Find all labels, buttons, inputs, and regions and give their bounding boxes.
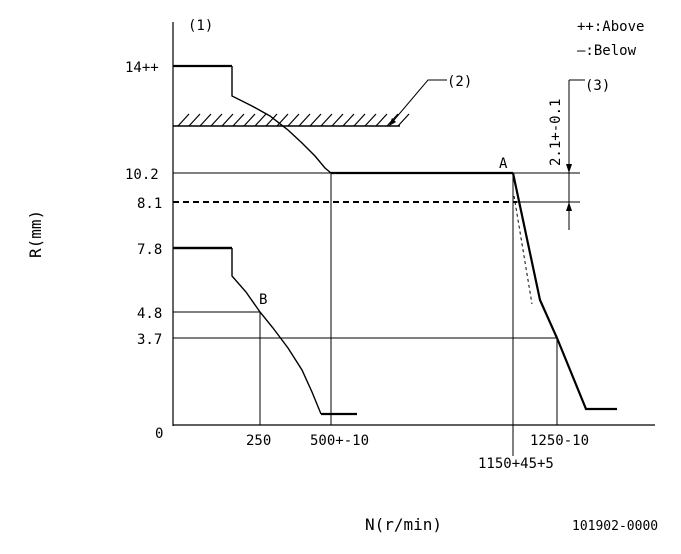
hatch-mark bbox=[298, 113, 311, 127]
hatch-mark bbox=[375, 113, 388, 127]
y-tick-3-7: 3.7 bbox=[137, 332, 162, 348]
y-tick-10-2: 10.2 bbox=[125, 167, 159, 183]
hatch-mark bbox=[276, 113, 289, 127]
hatch-mark bbox=[287, 113, 300, 127]
dim-arrow-up bbox=[566, 202, 572, 211]
hatch-mark bbox=[342, 113, 355, 127]
hatch-mark bbox=[188, 113, 201, 127]
x-axis-title: N(r/min) bbox=[365, 515, 442, 534]
hatch-mark bbox=[397, 113, 410, 127]
hatch-mark bbox=[309, 113, 322, 127]
figure-code: 101902-0000 bbox=[572, 519, 658, 534]
x-tick-1250: 1250-10 bbox=[530, 433, 589, 449]
y-tick-14: 14++ bbox=[125, 60, 159, 76]
marker-2: (2) bbox=[447, 74, 472, 90]
hatch-mark bbox=[353, 113, 366, 127]
point-b-label: B bbox=[259, 292, 267, 308]
dim-arrow-down bbox=[566, 164, 572, 173]
hatch-mark bbox=[254, 113, 267, 127]
hatch-mark bbox=[364, 113, 377, 127]
hatch-mark bbox=[210, 113, 223, 127]
marker-1: (1) bbox=[188, 18, 213, 34]
hatch-mark bbox=[320, 113, 333, 127]
y-tick-4-8: 4.8 bbox=[137, 306, 162, 322]
hatch-mark bbox=[199, 113, 212, 127]
x-tick-500: 500+-10 bbox=[310, 433, 369, 449]
hatch-mark bbox=[265, 113, 278, 127]
upper-curve bbox=[231, 66, 332, 174]
lower-curve bbox=[231, 248, 322, 415]
legend-above: ++:Above bbox=[577, 19, 644, 35]
y-tick-7-8: 7.8 bbox=[137, 242, 162, 258]
x-tick-250: 250 bbox=[246, 433, 271, 449]
cutoff-dashed-line bbox=[513, 195, 533, 305]
leader-2-arrow bbox=[389, 118, 396, 126]
leader-2 bbox=[388, 79, 447, 127]
dimension-value: 2.1+-0.1 bbox=[548, 99, 564, 166]
hatch-mark bbox=[331, 113, 344, 127]
hatch-marks bbox=[177, 113, 410, 127]
point-a-label: A bbox=[499, 156, 508, 172]
cutoff-line bbox=[511, 172, 617, 411]
marker-3: (3) bbox=[585, 78, 610, 94]
y-axis-title: R(mm) bbox=[26, 210, 45, 258]
hatch-mark bbox=[221, 113, 234, 127]
hatch-mark bbox=[243, 113, 256, 127]
y-tick-8-1: 8.1 bbox=[137, 196, 162, 212]
y-tick-0: 0 bbox=[155, 426, 163, 442]
hatch-mark bbox=[232, 113, 245, 127]
legend-below: —:Below bbox=[577, 43, 637, 59]
hatch-mark bbox=[177, 113, 190, 127]
x-tick-1150: 1150+45+5 bbox=[478, 456, 554, 472]
